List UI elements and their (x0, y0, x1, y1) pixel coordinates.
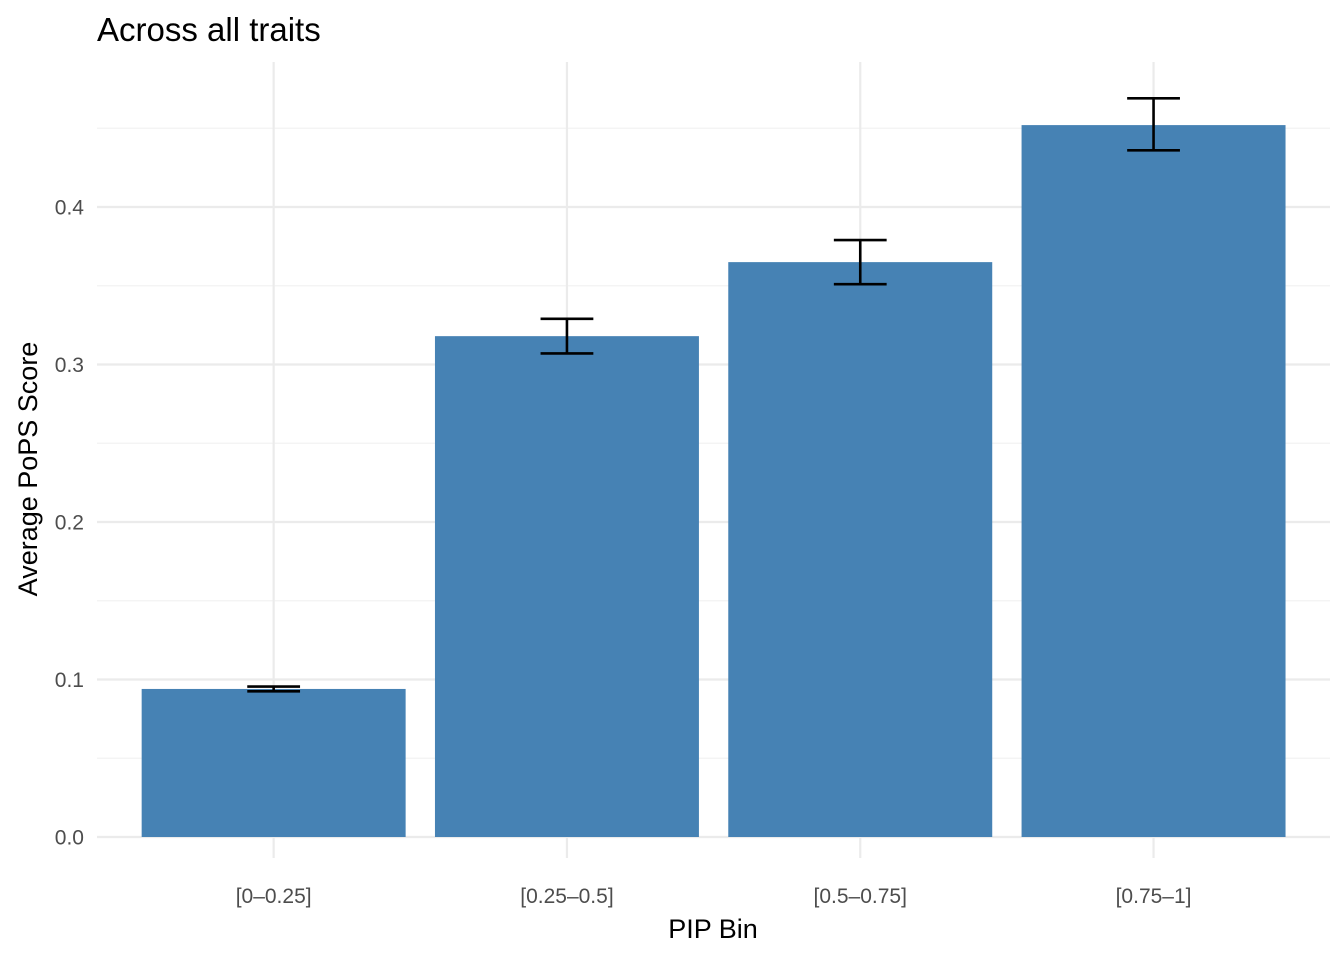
x-axis-title: PIP Bin (668, 914, 758, 944)
y-tick-label: 0.4 (55, 197, 85, 220)
error-bar (247, 685, 301, 693)
x-axis-ticks: [0–0.25] [0.25–0.5] [0.5–0.75] [0.75–1] (236, 885, 1192, 908)
y-axis-ticks: 0.0 0.1 0.2 0.3 0.4 (55, 197, 85, 850)
bar (141, 688, 406, 837)
bar (434, 336, 699, 837)
bar (728, 262, 993, 837)
x-tick-label: [0.5–0.75] (814, 885, 907, 908)
y-tick-label: 0.1 (55, 669, 84, 692)
bar (1021, 125, 1286, 838)
error-bar (833, 238, 887, 286)
x-tick-label: [0.75–1] (1116, 885, 1192, 908)
x-tick-label: [0.25–0.5] (520, 885, 613, 908)
error-bars (247, 97, 1180, 693)
error-bar (540, 317, 594, 355)
error-bar (1127, 97, 1180, 152)
y-tick-label: 0.2 (55, 512, 84, 535)
bars (141, 125, 1286, 838)
x-tick-label: [0–0.25] (236, 885, 312, 908)
y-axis-title: Average PoPS Score (13, 342, 43, 597)
y-tick-label: 0.0 (55, 827, 84, 850)
y-tick-label: 0.3 (55, 354, 84, 377)
chart-title: Across all traits (97, 11, 321, 48)
